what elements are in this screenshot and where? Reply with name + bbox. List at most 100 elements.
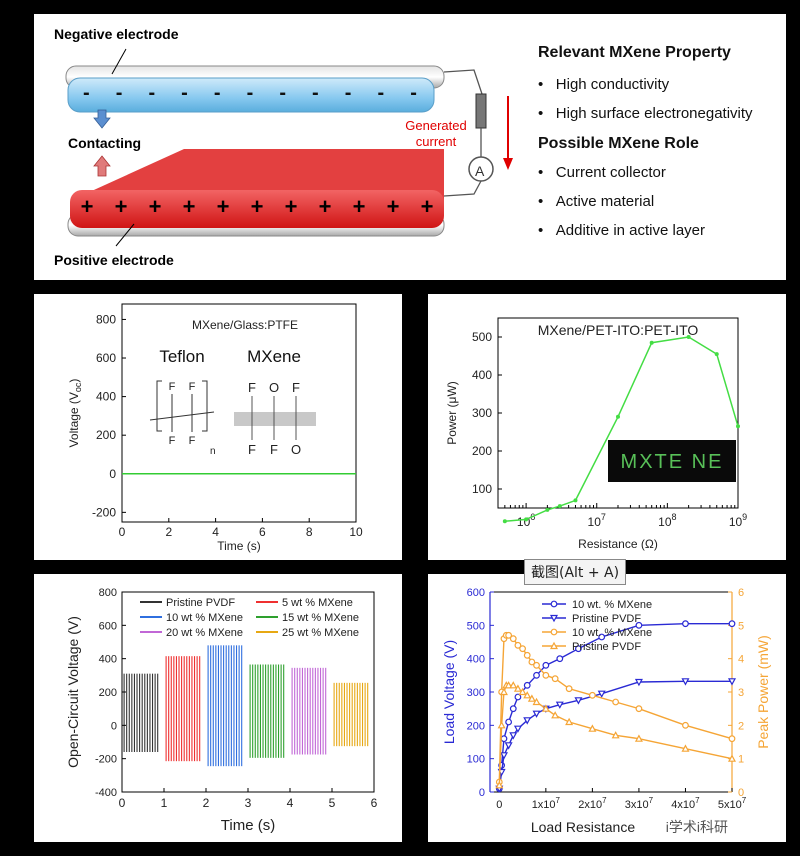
minus-sign: - <box>377 82 385 104</box>
x-tick-label: 108 <box>658 512 676 529</box>
y-tick-label: 800 <box>99 587 117 599</box>
generated-current-label: Generated current <box>405 118 467 149</box>
y-tick-label: 400 <box>99 654 117 666</box>
legend-label: 20 wt % MXene <box>166 627 243 639</box>
data-point <box>509 681 518 689</box>
top-schematic-panel: - - - - - - - - - - - + + + + + + + + + + + A Negative elect… <box>34 14 786 280</box>
x-tick-exp: 7 <box>695 796 700 805</box>
y-tick-label: -200 <box>92 505 116 519</box>
minus-sign: - <box>410 82 417 104</box>
arrow-down-icon <box>93 109 111 129</box>
minus-sign: - <box>246 82 254 104</box>
y-tick-label: 0 <box>109 467 116 481</box>
y-tick-label: 400 <box>467 654 485 666</box>
data-point <box>686 335 691 339</box>
x-axis-label: Resistance (Ω) <box>578 537 658 551</box>
data-point <box>681 678 690 686</box>
x-tick-exp: 7 <box>556 796 561 805</box>
polymer-backbone <box>149 411 215 421</box>
plus-sign: + <box>318 194 332 219</box>
x-tick-label: 4x107 <box>671 796 700 811</box>
legend-label: 5 wt % MXene <box>282 597 353 609</box>
plus-sign: + <box>80 194 94 219</box>
data-point <box>519 645 526 653</box>
data-point <box>497 721 506 729</box>
data-point <box>513 725 522 733</box>
plus-sign: + <box>216 194 230 219</box>
data-point <box>550 600 558 608</box>
mxene-atom-bottom: O <box>291 442 301 457</box>
legend-label: 10 wt. % MXene <box>572 627 652 639</box>
data-point <box>542 661 550 669</box>
x-tick-label: 1 <box>161 796 168 810</box>
data-point <box>549 641 559 650</box>
mxene-atom-top: F <box>292 380 300 395</box>
positive-pointer-line <box>115 223 135 247</box>
y-tick-label: 600 <box>99 620 117 632</box>
data-point <box>549 614 559 623</box>
y2-tick-label: 0 <box>738 787 744 799</box>
data-point <box>528 658 536 666</box>
data-point <box>575 645 582 653</box>
data-point <box>681 744 690 752</box>
triboelectric-schematic <box>65 48 513 247</box>
data-point <box>505 718 513 726</box>
data-point <box>611 731 620 739</box>
series-line <box>498 634 733 783</box>
y-tick-label: 200 <box>96 428 116 442</box>
legend-label: 10 wt. % MXene <box>572 599 652 611</box>
x-tick-base: 3x10 <box>625 799 649 811</box>
data-point <box>565 717 574 726</box>
data-point <box>598 633 606 641</box>
data-point <box>499 687 508 696</box>
data-point <box>565 685 573 693</box>
data-point <box>514 693 522 701</box>
polymer-brackets <box>156 380 208 432</box>
y-axis-label-text: Voltage (V <box>67 392 81 447</box>
x-tick-label: 4 <box>287 796 294 810</box>
data-point <box>524 517 529 522</box>
positive-charge-row: + + + + + + + + + + + <box>70 194 444 220</box>
y-axis-label: Load Voltage (V) <box>441 640 457 744</box>
plus-sign: + <box>114 194 128 219</box>
x-tick-label: 6 <box>371 796 378 810</box>
chart-title: MXene/PET-ITO:PET-ITO <box>538 322 699 338</box>
teflon-label: Teflon <box>159 347 204 366</box>
y-tick-label: 100 <box>472 482 492 496</box>
x-tick-label: 8 <box>306 525 313 539</box>
x-tick-label: 6 <box>259 525 266 539</box>
y2-tick-label: 6 <box>738 587 744 599</box>
x-axis-label: Time (s) <box>221 817 275 834</box>
data-point <box>527 694 536 702</box>
legend-label: 10 wt % MXene <box>166 612 243 624</box>
x-tick-label: 2 <box>203 796 210 810</box>
mxene-atom-top: F <box>248 380 256 395</box>
data-point <box>728 620 736 628</box>
mxene-label: MXene <box>247 347 301 366</box>
y-tick-label: 400 <box>472 368 492 382</box>
negative-charge-row: ----------- <box>70 82 430 105</box>
teflon-atom: F <box>189 435 196 447</box>
y-tick-label: 200 <box>472 444 492 458</box>
x-tick-base: 10 <box>729 515 743 529</box>
y-tick-label: 300 <box>467 687 485 699</box>
x-tick-label: 2x107 <box>578 796 607 811</box>
data-point <box>545 507 550 512</box>
y-tick-label: 200 <box>467 720 485 732</box>
load-chart-panel: 0 1x107 2x107 3x107 4x107 5x107 0 100 200 300 400 5… <box>428 574 786 842</box>
x-tick-base: 10 <box>588 515 602 529</box>
y2-tick-label: 4 <box>738 654 744 666</box>
voltage-chart-panel: 0 2 4 6 8 10 -200 0 200 400 600 800 Time (s) Voltage … <box>34 294 402 560</box>
x-tick-label: 0 <box>119 525 126 539</box>
x-tick-base: 2x10 <box>578 799 602 811</box>
data-point <box>556 655 564 663</box>
positive-electrode-red-layer <box>70 190 444 228</box>
data-point <box>505 631 513 639</box>
data-point <box>523 681 531 689</box>
data-point <box>736 424 740 429</box>
ammeter-symbol: A <box>475 163 485 179</box>
legend-label: Pristine PVDF <box>572 641 641 653</box>
data-point <box>727 754 737 762</box>
legend-label: 15 wt % MXene <box>282 612 359 624</box>
y2-tick-label: 1 <box>738 754 744 766</box>
